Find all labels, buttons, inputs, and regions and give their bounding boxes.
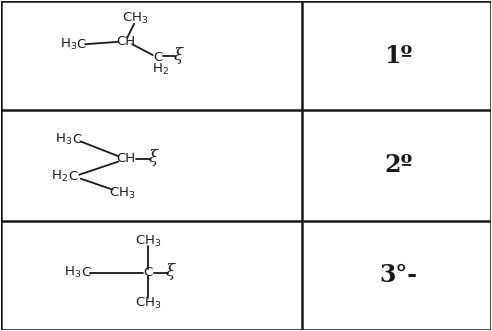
Text: CH: CH [116, 35, 135, 48]
Text: 3°-: 3°- [379, 263, 417, 287]
Text: $\mathregular{H_{3}}$: $\mathregular{H_{3}}$ [55, 132, 72, 147]
Text: 1º: 1º [384, 44, 412, 68]
Text: ξ: ξ [166, 263, 175, 280]
Text: $\mathregular{H_{3}}$: $\mathregular{H_{3}}$ [64, 265, 82, 280]
Text: $\mathregular{H_{2}}$: $\mathregular{H_{2}}$ [152, 62, 169, 77]
Text: C: C [68, 169, 77, 183]
Text: CH: CH [116, 152, 135, 166]
Text: C: C [82, 266, 91, 279]
Text: $\mathregular{CH_{3}}$: $\mathregular{CH_{3}}$ [135, 234, 161, 249]
Text: C: C [153, 51, 162, 64]
Text: C: C [143, 266, 153, 279]
Text: 2º: 2º [384, 154, 412, 177]
Text: $\mathregular{CH_{3}}$: $\mathregular{CH_{3}}$ [123, 11, 149, 26]
Text: $\mathregular{CH_{3}}$: $\mathregular{CH_{3}}$ [109, 186, 135, 201]
Text: $\mathregular{CH_{3}}$: $\mathregular{CH_{3}}$ [135, 296, 161, 311]
Text: $\mathregular{H_{3}}$: $\mathregular{H_{3}}$ [60, 37, 77, 52]
Text: C: C [72, 133, 81, 146]
Text: $\mathregular{H_{2}}$: $\mathregular{H_{2}}$ [51, 168, 68, 184]
Text: ξ: ξ [173, 47, 183, 64]
Text: C: C [77, 38, 86, 51]
Text: ξ: ξ [149, 149, 158, 166]
